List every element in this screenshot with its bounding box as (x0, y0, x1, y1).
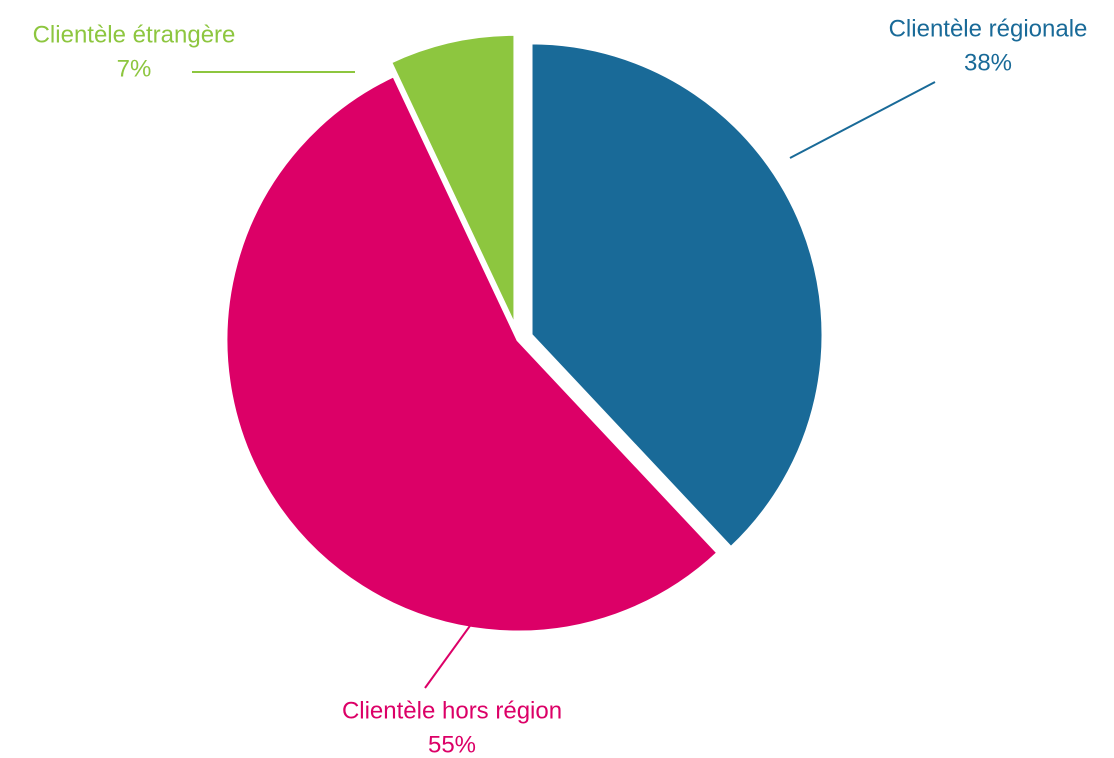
slice-label: Clientèle régionale (889, 15, 1088, 42)
leader-line (789, 81, 936, 159)
pie-slice (529, 41, 825, 550)
slice-value-label: 7% (117, 55, 152, 82)
slice-label: Clientèle étrangère (33, 21, 236, 48)
pie-slice (224, 73, 721, 634)
slice-value-label: 38% (964, 49, 1012, 76)
pie-slice (388, 32, 517, 327)
slice-value-label: 55% (428, 731, 476, 758)
leader-line (424, 611, 481, 689)
slice-label: Clientèle hors région (342, 697, 562, 724)
